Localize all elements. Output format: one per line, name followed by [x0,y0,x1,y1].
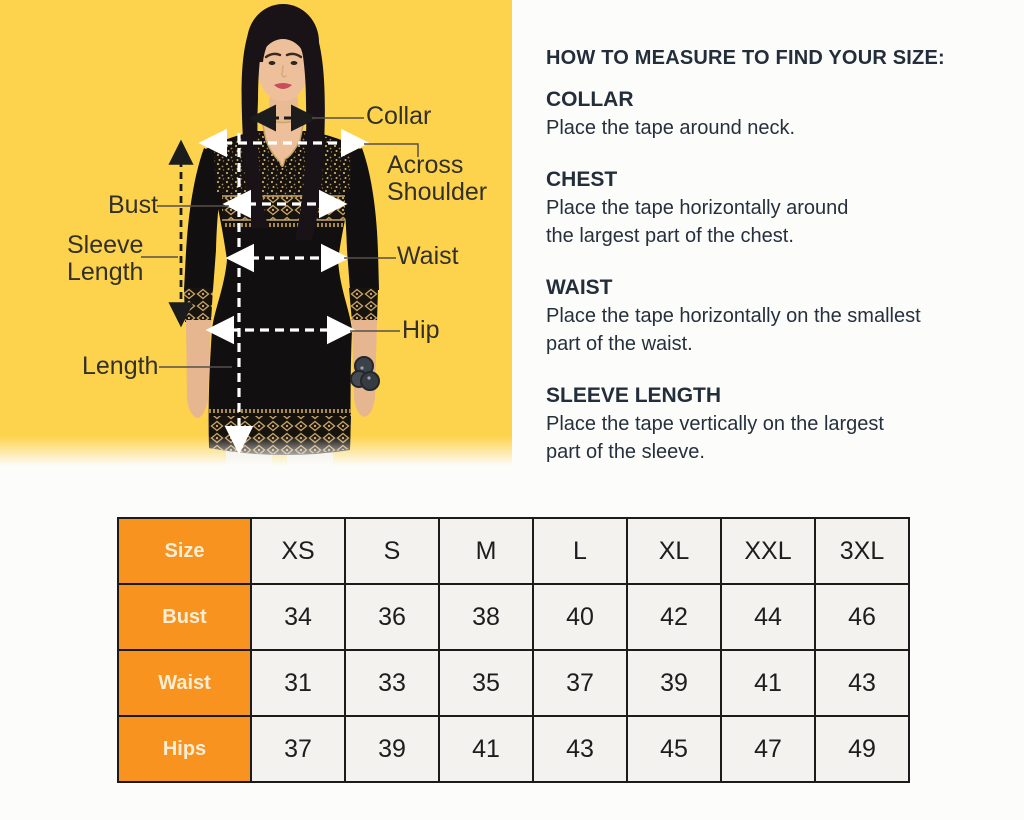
value-cell: 42 [626,583,722,651]
value-cell: 46 [814,583,910,651]
value-cell: 39 [344,715,440,783]
value-cell: 38 [438,583,534,651]
value-cell: 37 [250,715,346,783]
measurement-diagram-panel: Collar Across Shoulder Bust Sleeve Lengt… [0,0,512,470]
measure-section-chest: CHEST Place the tape horizontally around… [546,166,986,250]
section-title: COLLAR [546,88,634,111]
table-row-waist: Waist 31 33 35 37 39 41 43 [117,649,910,717]
right-cuff-band [349,288,378,322]
section-text-line: Place the tape horizontally on the small… [546,305,921,327]
size-cell-m: M [438,517,534,585]
label-waist: Waist [397,242,459,270]
label-collar: Collar [366,102,432,130]
section-text-line: the largest part of the chest. [546,225,794,247]
table-row-bust: Bust 34 36 38 40 42 44 46 [117,583,910,651]
value-cell: 49 [814,715,910,783]
size-cell-3xl: 3XL [814,517,910,585]
value-cell: 41 [438,715,534,783]
model-illustration [0,0,512,470]
section-text-line: Place the tape around neck. [546,117,796,139]
model-head [247,4,319,101]
size-cell-l: L [532,517,628,585]
label-across-shoulder: Across Shoulder [387,151,488,206]
value-cell: 34 [250,583,346,651]
value-cell: 43 [532,715,628,783]
value-cell: 47 [720,715,816,783]
section-title: WAIST [546,276,613,299]
value-cell: 33 [344,649,440,717]
measurement-lines [168,104,370,455]
section-text-line: part of the sleeve. [546,441,705,463]
how-to-measure-heading: HOW TO MEASURE TO FIND YOUR SIZE: [546,47,945,69]
label-hip: Hip [402,316,440,344]
size-chart-table: Size XS S M L XL XXL 3XL Bust 34 36 38 4… [117,517,910,783]
label-length: Length [82,352,159,380]
label-bust: Bust [108,191,159,219]
section-text-line: Place the tape vertically on the largest [546,413,884,435]
value-cell: 36 [344,583,440,651]
size-header-cell: Size [117,517,252,585]
section-title: CHEST [546,168,618,191]
measure-label-cell: Waist [117,649,252,717]
value-cell: 31 [250,649,346,717]
measure-section-collar: COLLAR Place the tape around neck. [546,86,986,142]
value-cell: 43 [814,649,910,717]
table-row-hips: Hips 37 39 41 43 45 47 49 [117,715,910,783]
section-title: SLEEVE LENGTH [546,384,722,407]
how-to-measure-panel: HOW TO MEASURE TO FIND YOUR SIZE: COLLAR… [546,44,986,466]
label-sleeve-length: Sleeve Length [67,231,144,286]
value-cell: 41 [720,649,816,717]
size-cell-xxl: XXL [720,517,816,585]
section-text-line: part of the waist. [546,333,693,355]
value-cell: 39 [626,649,722,717]
label-connectors [141,117,419,368]
size-cell-s: S [344,517,440,585]
measure-label-cell: Bust [117,583,252,651]
value-cell: 37 [532,649,628,717]
bracelet [350,356,380,391]
value-cell: 40 [532,583,628,651]
left-cuff-band [184,288,213,322]
measure-section-sleeve-length: SLEEVE LENGTH Place the tape vertically … [546,382,986,466]
size-cell-xl: XL [626,517,722,585]
measure-label-cell: Hips [117,715,252,783]
section-text-line: Place the tape horizontally around [546,197,849,219]
value-cell: 44 [720,583,816,651]
value-cell: 35 [438,649,534,717]
table-row-sizes: Size XS S M L XL XXL 3XL [117,517,910,585]
value-cell: 45 [626,715,722,783]
size-cell-xs: XS [250,517,346,585]
measure-section-waist: WAIST Place the tape horizontally on the… [546,274,986,358]
left-hand [186,320,211,418]
